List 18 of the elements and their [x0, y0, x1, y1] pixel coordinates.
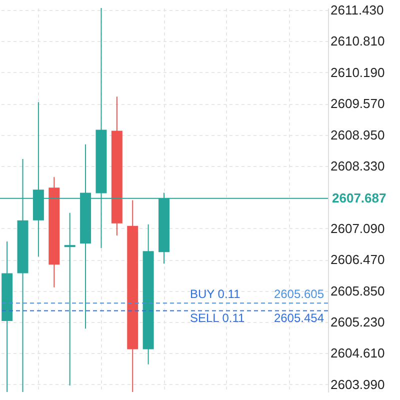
ref-line-label: 2605.454 [274, 310, 324, 325]
y-tick-label: 2608.330 [330, 158, 385, 174]
annotation: BUY 0.11 [190, 287, 241, 302]
y-tick-label: 2610.190 [330, 64, 385, 80]
candlestick [64, 212, 76, 386]
y-tick-label: 2603.990 [330, 376, 385, 392]
y-tick-label: 2607.090 [330, 220, 385, 236]
y-tick-label: 2604.610 [330, 346, 385, 361]
y-tick-label: 2610.810 [330, 34, 385, 49]
y-tick-label: 2611.430 [330, 2, 384, 18]
y-tick-label: 2606.470 [330, 252, 385, 268]
y-tick-label: 2605.850 [330, 283, 385, 298]
y-tick-label: 2608.950 [330, 127, 385, 142]
y-tick-label: 2605.230 [330, 314, 385, 330]
annotation: SELL 0.11 [190, 310, 246, 325]
ref-line-label: 2605.605 [274, 287, 324, 302]
y-tick-label: 2609.570 [330, 96, 385, 112]
ref-line-label: 2607.687 [332, 190, 386, 206]
